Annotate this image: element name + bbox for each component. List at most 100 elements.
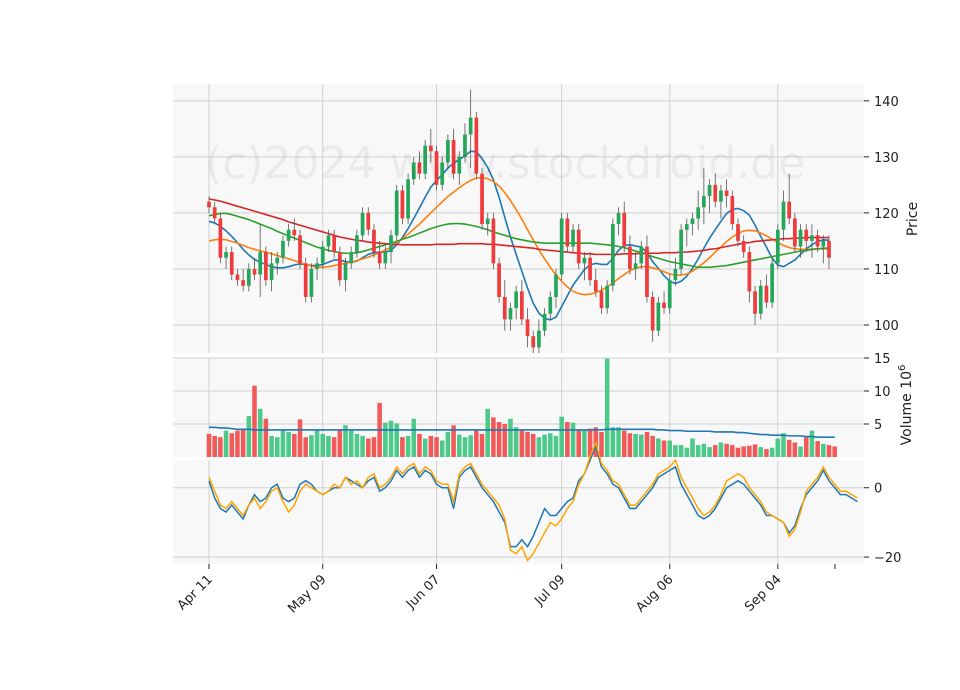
candle-body <box>246 268 251 286</box>
candle-body <box>309 268 314 297</box>
candle-body <box>451 140 456 174</box>
volume-bar <box>656 438 661 457</box>
y-tick-label: 10 <box>874 385 891 400</box>
volume-bar <box>496 422 502 457</box>
candle-body <box>480 173 484 225</box>
volume-bar <box>394 423 399 457</box>
x-tick-label: May 09 <box>285 572 329 616</box>
volume-bar <box>371 437 377 457</box>
candle-body <box>394 190 399 236</box>
volume-bar <box>741 446 746 457</box>
volume-bar <box>348 430 354 457</box>
volume-bar <box>337 429 343 457</box>
x-axis-ticks: Apr 11 May 09 Jun 07 Jul 09 Aug 06 Sep 04 <box>175 564 836 616</box>
volume-bar <box>667 440 673 457</box>
volume-bar <box>530 433 536 457</box>
oscillator-lines <box>208 440 858 562</box>
candle-body <box>519 291 524 320</box>
volume-bar <box>639 434 644 457</box>
y-tick-label: 120 <box>874 207 899 222</box>
y-tick: 120 <box>864 207 899 222</box>
candle-body <box>741 240 746 253</box>
volume-bar <box>218 437 223 457</box>
volume-bar <box>616 427 621 457</box>
candle-body <box>764 285 769 303</box>
y-tick: 130 <box>864 151 899 166</box>
moving-average-series <box>208 198 829 256</box>
volume-bar <box>314 430 320 457</box>
volume-bar <box>343 425 348 457</box>
candle-body <box>645 246 649 297</box>
y-tick-label: 15 <box>874 352 891 367</box>
candle-body <box>332 235 336 253</box>
volume-bar <box>263 418 269 457</box>
candle-body <box>440 162 445 185</box>
candle-body <box>770 263 774 303</box>
candle-body <box>667 280 672 309</box>
volume-bar <box>599 431 604 457</box>
volume-bar <box>565 422 570 457</box>
y-tick: 110 <box>864 263 899 278</box>
volume-bar <box>428 435 434 457</box>
candle-body <box>258 252 263 275</box>
volume-bar <box>434 437 439 457</box>
volume-bar <box>821 443 826 457</box>
candle-body <box>525 319 530 337</box>
candle-body <box>275 257 280 264</box>
volume-bar <box>610 427 616 457</box>
y-tick-label: 140 <box>874 95 899 110</box>
watermark: (c)2024 www.stockdroid.de <box>205 138 805 189</box>
candle-body <box>690 218 695 225</box>
volume-bar <box>235 430 240 457</box>
candle-body <box>593 280 598 292</box>
volume-bar <box>769 447 775 457</box>
candle-body <box>326 235 331 247</box>
candle-body <box>753 291 757 314</box>
volume-bar <box>553 435 559 457</box>
volume-bar <box>405 435 411 457</box>
volume-bar <box>621 430 627 457</box>
candle-body <box>212 207 217 219</box>
candle-body <box>241 280 245 286</box>
y-tick-label: −20 <box>874 551 901 566</box>
y-tick-label: 5 <box>874 418 882 433</box>
moving-average-series <box>208 176 829 296</box>
volume-bar <box>292 433 297 457</box>
volume-bar <box>508 418 513 457</box>
volume-bar <box>274 437 280 457</box>
volume-bar <box>684 447 690 457</box>
candle-body <box>428 145 433 152</box>
volume-bar <box>724 443 729 457</box>
candle-body <box>349 252 354 264</box>
candle-body <box>531 336 536 348</box>
volume-bar <box>809 430 815 457</box>
candle-body <box>235 274 240 281</box>
volume-bar <box>411 418 417 457</box>
candle-body <box>758 285 763 314</box>
candle-body <box>702 196 706 208</box>
y-tick: 100 <box>864 319 899 334</box>
volume-bar <box>223 430 229 457</box>
candle-body <box>787 201 792 219</box>
volume-bar <box>678 445 684 457</box>
candle-body <box>303 263 308 297</box>
candle-body <box>281 240 285 258</box>
y-tick: 10 <box>864 385 891 400</box>
volume-bar <box>707 447 712 457</box>
volume-bar <box>286 431 291 457</box>
candle-body <box>707 184 712 197</box>
candle-body <box>508 308 513 320</box>
candle-body <box>605 285 610 309</box>
candle-body <box>423 145 427 174</box>
y-tick: 5 <box>864 418 882 433</box>
volume-bar <box>701 443 707 457</box>
volume-bar <box>781 433 786 457</box>
volume-bar <box>735 447 741 457</box>
candle-body <box>611 224 615 286</box>
candle-body <box>793 218 797 247</box>
price-panel <box>173 84 864 353</box>
volume-bar <box>240 429 246 457</box>
candle-body <box>218 218 223 258</box>
candle-body <box>457 156 462 174</box>
